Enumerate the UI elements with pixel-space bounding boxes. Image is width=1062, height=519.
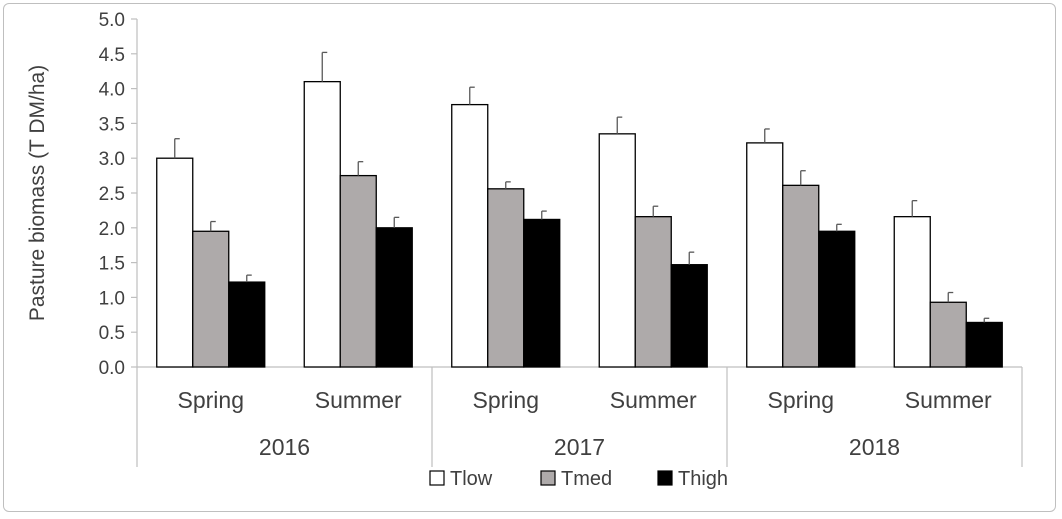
bar-tmed: [782, 184, 820, 368]
x-tick-label: Spring: [178, 387, 244, 413]
y-tick-label: 3.0: [99, 149, 125, 170]
x-tick-label: Summer: [315, 387, 402, 413]
y-tick-label: 2.0: [99, 219, 125, 240]
bar-thigh: [965, 321, 1003, 368]
bar-tmed: [929, 301, 967, 368]
legend-label: Thigh: [678, 468, 728, 490]
bar-tlow: [746, 142, 784, 368]
y-tick-label: 4.0: [99, 80, 125, 101]
bar-tmed: [634, 216, 672, 368]
bar-thigh: [375, 227, 413, 368]
x-tick-label: Summer: [610, 387, 697, 413]
y-tick-label: 0.5: [99, 323, 125, 344]
bar-tlow: [303, 80, 341, 368]
y-tick-label: 0.0: [99, 358, 125, 379]
y-axis-label-group: Pasture biomass (T DM/ha): [26, 65, 49, 321]
bar-thigh: [523, 218, 561, 368]
bar-tlow: [598, 133, 636, 368]
legend-swatch-thigh: [657, 470, 673, 486]
bar-tmed: [487, 188, 525, 368]
bar-tmed: [192, 230, 230, 368]
bar-tlow: [156, 157, 194, 368]
group-label: 2017: [554, 434, 605, 460]
x-tick-label: Summer: [905, 387, 992, 413]
y-tick-label: 1.0: [99, 288, 125, 309]
y-tick-label: 3.5: [99, 114, 125, 135]
y-axis-label: Pasture biomass (T DM/ha): [26, 65, 49, 321]
x-tick-label: Spring: [768, 387, 834, 413]
bar-tlow: [451, 103, 489, 368]
bar-thigh: [818, 230, 856, 368]
legend-swatch-tlow: [429, 470, 445, 486]
y-tick-label: 4.5: [99, 45, 125, 66]
group-label: 2016: [259, 434, 310, 460]
bar-tlow: [893, 216, 931, 368]
bar-thigh: [670, 264, 708, 368]
plot-area: 0.0 0.5 1.0 1.5 2.0 2.5 3.0 3.5 4.0 4.5 5.0 Spring S…: [99, 10, 1023, 467]
legend-label: Tmed: [561, 468, 612, 490]
bar-thigh: [228, 281, 266, 368]
bar-tmed: [339, 174, 377, 368]
group-label: 2018: [849, 434, 900, 460]
x-tick-label: Spring: [473, 387, 539, 413]
legend: Tlow Tmed Thigh: [429, 468, 728, 490]
y-tick-label: 1.5: [99, 254, 125, 275]
y-tick-label: 2.5: [99, 184, 125, 205]
legend-label: Tlow: [450, 468, 493, 490]
y-tick-label: 5.0: [99, 10, 125, 31]
legend-swatch-tmed: [540, 470, 556, 486]
